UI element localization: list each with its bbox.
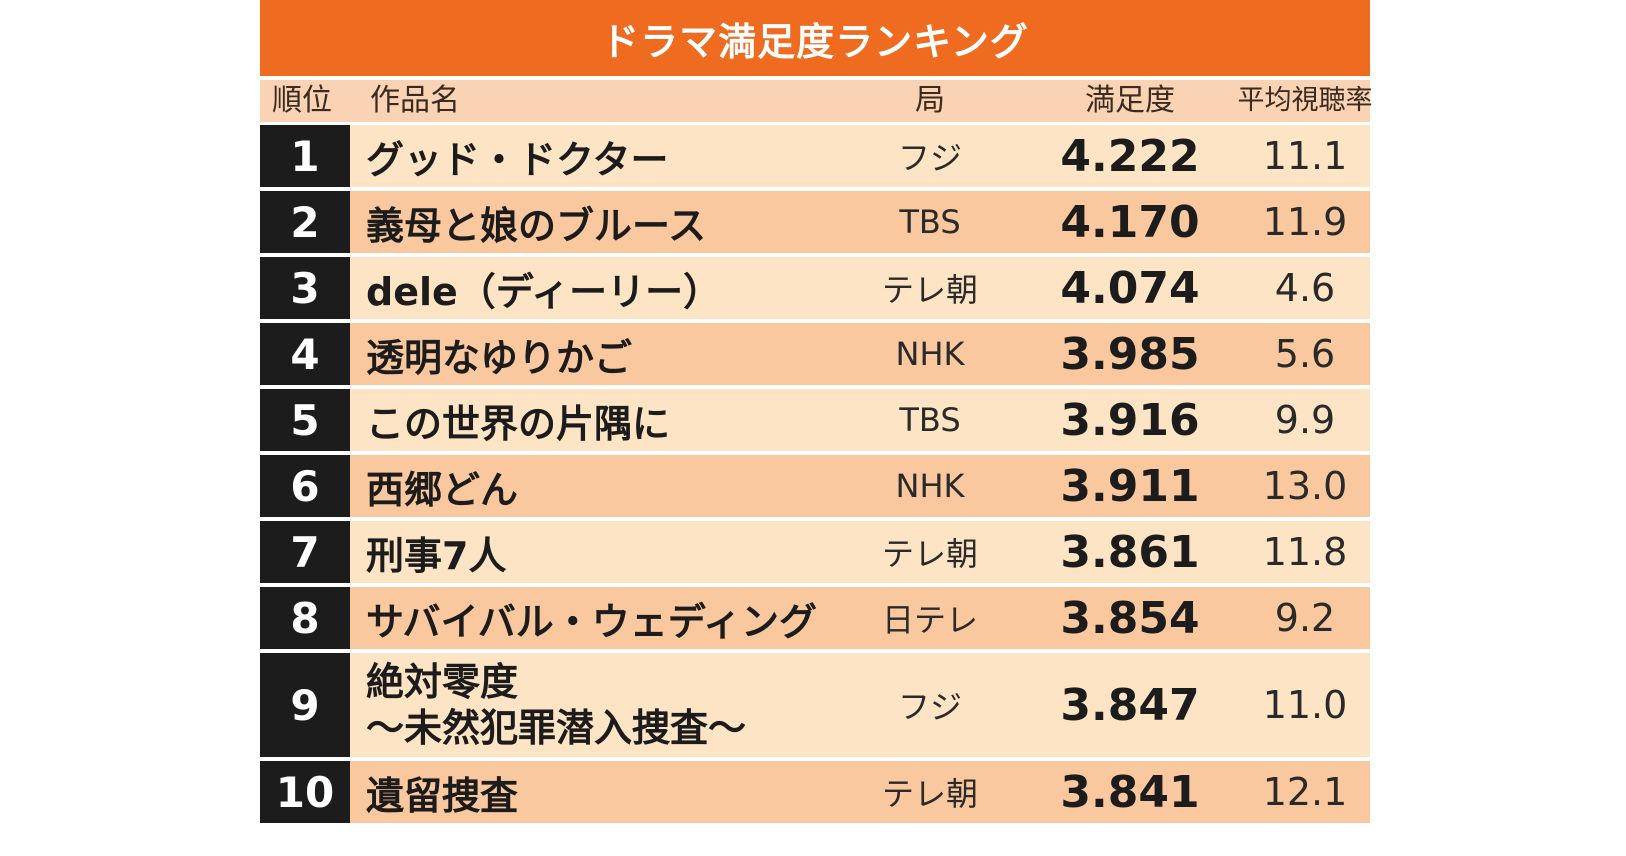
table-row: 8 サバイバル・ウェディング 日テレ 3.854 9.2 (260, 587, 1370, 649)
drama-title: 刑事7人 (366, 533, 507, 578)
satisfaction-score: 3.985 (1060, 328, 1200, 380)
station-name: TBS (899, 401, 961, 439)
satisfaction-score: 3.916 (1060, 394, 1200, 446)
table-row: 4 透明なゆりかご NHK 3.985 5.6 (260, 323, 1370, 385)
table-row: 5 この世界の片隅に TBS 3.916 9.9 (260, 389, 1370, 451)
station-name: 日テレ (881, 601, 978, 639)
average-rating: 4.6 (1274, 266, 1336, 310)
drama-title: 透明なゆりかご (366, 335, 633, 380)
average-rating: 9.9 (1274, 398, 1336, 442)
average-rating: 13.0 (1262, 464, 1348, 508)
station-name: テレ朝 (881, 271, 978, 309)
average-rating: 11.0 (1262, 683, 1348, 727)
average-rating: 11.1 (1262, 134, 1348, 178)
average-rating: 5.6 (1274, 332, 1336, 376)
drama-title: この世界の片隅に (366, 401, 671, 446)
table-row: 3 dele（ディーリー） テレ朝 4.074 4.6 (260, 257, 1370, 319)
rank-number: 9 (260, 653, 350, 757)
ranking-table: ドラマ満足度ランキング 順位 作品名 局 満足度 平均視聴率 1 グッド・ドクタ… (260, 0, 1373, 856)
average-rating: 12.1 (1262, 770, 1348, 814)
table-row: 2 義母と娘のブルース TBS 4.170 11.9 (260, 191, 1370, 253)
table-row: 1 グッド・ドクター フジ 4.222 11.1 (260, 125, 1370, 187)
rank-number: 10 (260, 761, 350, 823)
station-name: NHK (895, 335, 965, 373)
station-name: フジ (897, 139, 962, 177)
header-station: 局 (915, 83, 945, 118)
station-name: TBS (899, 203, 961, 241)
satisfaction-score: 4.170 (1060, 196, 1200, 248)
table-row: 9 絶対零度 ～未然犯罪潜入捜査～ フジ 3.847 11.0 (260, 653, 1370, 757)
table-row: 6 西郷どん NHK 3.911 13.0 (260, 455, 1370, 517)
header-rating: 平均視聴率 (1237, 85, 1373, 116)
drama-title: グッド・ドクター (366, 137, 669, 182)
station-name: フジ (897, 688, 962, 726)
average-rating: 11.9 (1262, 200, 1348, 244)
header-rank: 順位 (272, 83, 332, 118)
drama-title-line-1: 絶対零度 (366, 660, 519, 704)
drama-title: サバイバル・ウェディング (366, 599, 818, 644)
drama-title: 絶対零度 ～未然犯罪潜入捜査～ (366, 653, 746, 757)
satisfaction-score: 3.911 (1060, 460, 1200, 512)
header-title: 作品名 (370, 83, 460, 118)
average-rating: 9.2 (1274, 596, 1336, 640)
average-rating: 11.8 (1262, 530, 1348, 574)
drama-title: 遺留捜査 (366, 773, 519, 818)
rank-number: 3 (260, 257, 350, 319)
rank-number: 4 (260, 323, 350, 385)
station-name: テレ朝 (881, 535, 978, 573)
rank-number: 7 (260, 521, 350, 583)
drama-title: 西郷どん (366, 467, 519, 512)
header-row: 順位 作品名 局 満足度 平均視聴率 (260, 80, 1373, 122)
satisfaction-score: 3.847 (1060, 679, 1200, 731)
header-score: 満足度 (1085, 83, 1175, 118)
rank-number: 2 (260, 191, 350, 253)
table-title: ドラマ満足度ランキング (260, 0, 1370, 76)
satisfaction-score: 3.854 (1060, 592, 1200, 644)
rank-number: 8 (260, 587, 350, 649)
satisfaction-score: 3.841 (1060, 766, 1200, 818)
table-row: 7 刑事7人 テレ朝 3.861 11.8 (260, 521, 1370, 583)
table-body: 1 グッド・ドクター フジ 4.222 11.1 2 義母と娘のブルース TBS… (260, 125, 1370, 827)
drama-title: dele（ディーリー） (366, 269, 722, 314)
rank-number: 5 (260, 389, 350, 451)
rank-number: 6 (260, 455, 350, 517)
drama-title: 義母と娘のブルース (366, 203, 707, 248)
station-name: テレ朝 (881, 775, 978, 813)
satisfaction-score: 4.222 (1060, 130, 1200, 182)
satisfaction-score: 3.861 (1060, 526, 1200, 578)
station-name: NHK (895, 467, 965, 505)
table-row: 10 遺留捜査 テレ朝 3.841 12.1 (260, 761, 1370, 823)
satisfaction-score: 4.074 (1060, 262, 1200, 314)
drama-title-line-2: ～未然犯罪潜入捜査～ (366, 706, 747, 750)
rank-number: 1 (260, 125, 350, 187)
